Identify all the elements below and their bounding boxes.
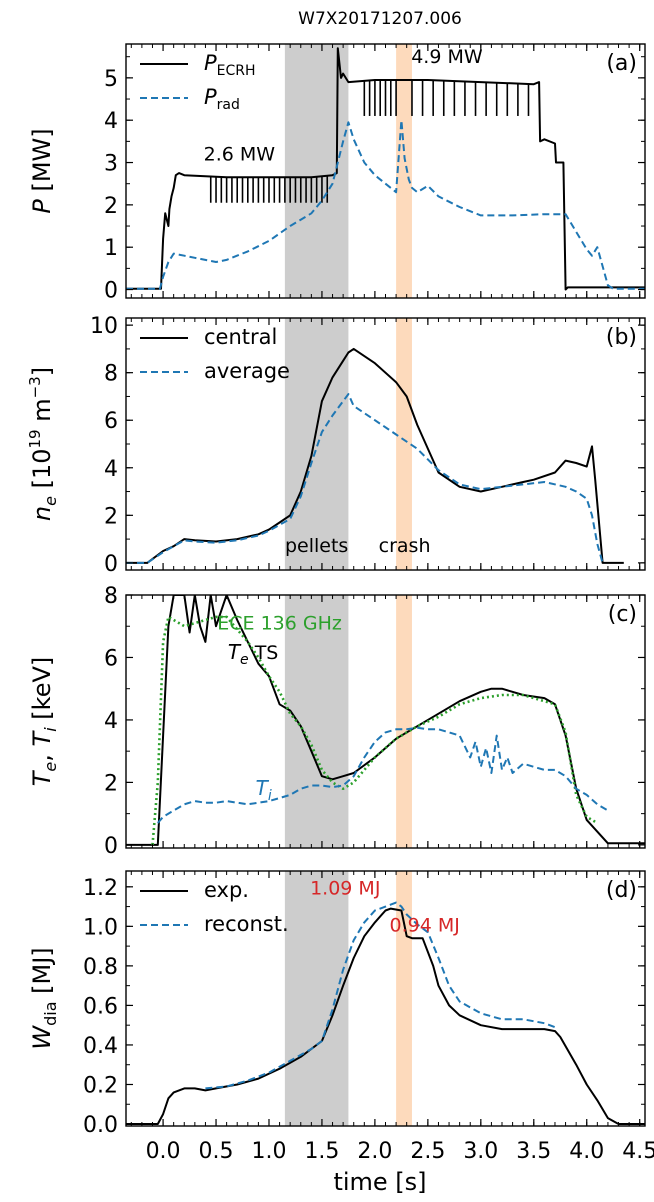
shaded-region-crash — [396, 318, 412, 570]
annotation: Te TS — [228, 640, 279, 668]
legend-label: reconst. — [204, 912, 289, 936]
x-tick-label: 4.5 — [622, 1139, 654, 1164]
y-tick-label: 0.8 — [83, 955, 118, 980]
shaded-region-crash — [396, 595, 412, 848]
y-axis-label: P [MW] — [28, 128, 56, 213]
annotation: 0.94 MJ — [390, 914, 460, 936]
x-axis-label: time [s] — [333, 1168, 426, 1196]
panel-d: 0.0 0.5 1.0 1.5 2.0 2.5 3.0 3.5 4.0 4.5 0.0 0.2 0.4 0… — [28, 870, 654, 1164]
series-average — [126, 393, 604, 564]
series-p-rad — [126, 119, 645, 290]
y-tick-label: 5 — [104, 67, 118, 92]
y-axis-label: Te, Ti [keV] — [28, 657, 60, 787]
y-tick-label: 1 — [104, 236, 118, 261]
series-exp- — [126, 907, 645, 1125]
panel-c: 0 2 4 6 8 (c) Te, Ti [keV] ECE 136 GHz Te TS Ti — [28, 584, 646, 859]
y-tick-label: 0.6 — [83, 994, 118, 1019]
legend-label: exp. — [204, 878, 249, 902]
y-tick-label: 4 — [104, 109, 118, 134]
series-p-ecrh — [126, 47, 645, 291]
y-tick-label: 0.4 — [83, 1034, 118, 1059]
figure-title: W7X20171207.006 — [298, 9, 462, 29]
y-tick-label: 0.0 — [83, 1113, 118, 1138]
annotation: crash — [379, 535, 431, 557]
y-tick-label: 2 — [104, 771, 118, 796]
y-tick-label: 0 — [104, 834, 118, 859]
y-axis-label: Wdia [MJ] — [28, 947, 60, 1049]
x-tick-label: 3.0 — [463, 1139, 498, 1164]
x-tick-label: 0.0 — [146, 1139, 181, 1164]
shaded-region-pellets — [284, 318, 349, 570]
y-tick-label: 2 — [104, 504, 118, 529]
shaded-region-crash — [396, 871, 412, 1126]
x-tick-label: 2.0 — [357, 1139, 392, 1164]
series-ti — [157, 726, 609, 824]
y-tick-label: 6 — [104, 646, 118, 671]
legend-label: central — [204, 325, 277, 349]
panel-tag: (c) — [608, 602, 637, 627]
y-tick-label: 10 — [90, 314, 118, 339]
shaded-region-crash — [396, 44, 412, 298]
x-tick-label: 0.5 — [199, 1139, 234, 1164]
annotation: ECE 136 GHz — [217, 612, 342, 634]
annotation: pellets — [285, 535, 348, 557]
legend-label: Prad — [204, 85, 240, 113]
x-tick-label: 3.5 — [516, 1139, 551, 1164]
y-tick-label: 0 — [104, 552, 118, 577]
legend-label: PECRH — [204, 51, 256, 79]
series-ece-136-ghz — [151, 615, 598, 846]
y-tick-label: 1.0 — [83, 915, 118, 940]
y-tick-label: 2 — [104, 194, 118, 219]
annotation: 4.9 MW — [411, 46, 483, 68]
x-tick-label: 1.0 — [251, 1139, 286, 1164]
series-te-ts — [126, 595, 645, 846]
x-tick-label: 1.5 — [304, 1139, 339, 1164]
series-central — [126, 347, 624, 564]
y-tick-label: 0 — [104, 279, 118, 304]
y-tick-label: 4 — [104, 457, 118, 482]
panels: 0 1 2 3 4 5 (a) P [MW] PECRH Prad 2.6 MW 4.9 MW 0 2 4 6… — [26, 43, 654, 1164]
annotation: Ti — [256, 776, 272, 804]
panel-a: 0 1 2 3 4 5 (a) P [MW] PECRH Prad 2.6 MW 4.9 MW — [28, 43, 646, 304]
y-tick-label: 4 — [104, 709, 118, 734]
x-tick-label: 4.0 — [569, 1139, 604, 1164]
y-axis-label: ne [1019 m−3] — [26, 367, 60, 521]
shaded-region-pellets — [284, 44, 349, 298]
annotation: 1.09 MJ — [310, 878, 380, 900]
panel-tag: (d) — [606, 878, 637, 903]
legend-label: average — [204, 359, 290, 383]
y-tick-label: 0.2 — [83, 1073, 118, 1098]
y-tick-label: 6 — [104, 409, 118, 434]
annotation: 2.6 MW — [204, 143, 276, 165]
panel-tag: (b) — [606, 325, 637, 350]
y-tick-label: 8 — [104, 362, 118, 387]
series-reconst- — [205, 901, 556, 1090]
y-tick-label: 8 — [104, 584, 118, 609]
y-tick-label: 3 — [104, 152, 118, 177]
panel-b: 0 2 4 6 8 10 (b) ne [1019 m−3] central average pel… — [26, 314, 646, 577]
x-tick-label: 2.5 — [410, 1139, 445, 1164]
panel-tag: (a) — [606, 51, 637, 76]
y-tick-label: 1.2 — [83, 876, 118, 901]
